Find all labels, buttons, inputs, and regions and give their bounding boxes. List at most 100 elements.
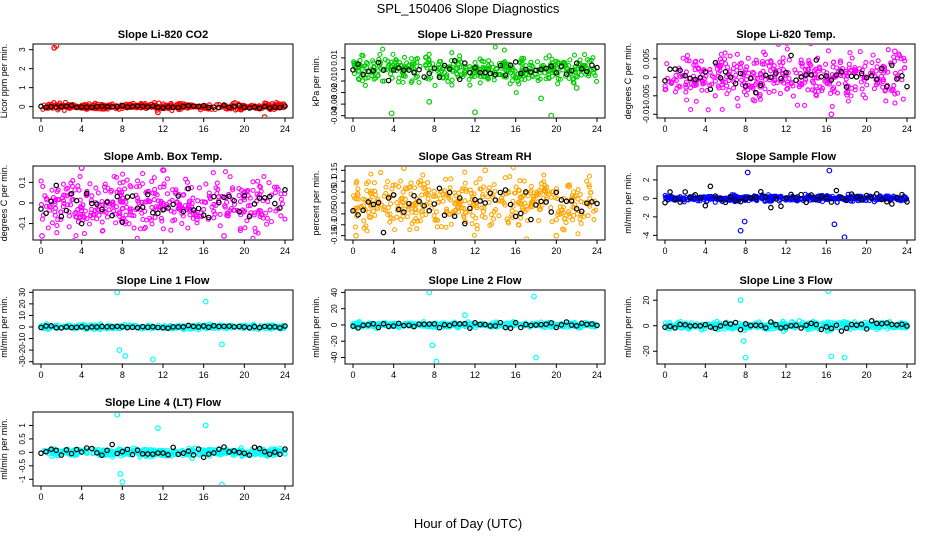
- data-point: [853, 68, 859, 75]
- reference-point: [662, 199, 668, 206]
- data-point: [89, 206, 95, 212]
- reference-point: [73, 446, 80, 453]
- reference-point: [277, 104, 283, 111]
- data-point: [805, 87, 811, 93]
- data-point: [845, 98, 851, 104]
- data-point: [435, 217, 441, 223]
- data-point: [687, 325, 693, 331]
- data-point: [892, 100, 898, 106]
- data-point: [566, 209, 572, 215]
- reference-point: [548, 209, 555, 215]
- reference-point: [441, 212, 448, 219]
- reference-point: [788, 191, 794, 198]
- data-point: [491, 182, 497, 188]
- data-point: [414, 226, 420, 232]
- data-point: [77, 215, 83, 221]
- reference-point: [687, 323, 694, 329]
- data-point: [375, 73, 381, 79]
- reference-point: [863, 326, 870, 332]
- y-tick-label: 20: [642, 295, 651, 304]
- reference-point: [134, 324, 141, 331]
- y-tick-label: -2: [642, 213, 651, 221]
- outlier-point: [116, 347, 123, 354]
- reference-point: [431, 321, 438, 327]
- reference-point: [747, 195, 754, 201]
- reference-point: [702, 321, 709, 328]
- reference-point: [446, 322, 453, 329]
- y-axis-label: kPa per min.: [311, 56, 321, 107]
- data-point: [537, 190, 543, 196]
- data-point: [837, 58, 843, 64]
- data-point: [498, 198, 504, 204]
- data-point: [571, 76, 577, 82]
- data-point: [428, 65, 434, 71]
- reference-point: [828, 77, 835, 83]
- data-point: [448, 221, 454, 227]
- data-point: [75, 183, 81, 189]
- data-point: [874, 64, 880, 70]
- reference-point: [211, 104, 217, 110]
- data-point: [43, 203, 49, 209]
- data-point: [45, 225, 51, 231]
- data-point: [902, 65, 908, 71]
- reference-point: [139, 204, 146, 210]
- outlier-point: [744, 169, 751, 176]
- reference-point: [697, 75, 704, 81]
- x-tick-label: 24: [592, 124, 602, 134]
- data-point: [429, 61, 436, 67]
- reference-point: [487, 70, 494, 77]
- reference-point: [104, 199, 110, 205]
- data-point: [901, 55, 907, 61]
- data-point: [869, 68, 875, 74]
- data-point: [678, 319, 684, 325]
- panel-title: Slope Li-820 Pressure: [418, 29, 533, 41]
- reference-point: [94, 103, 100, 110]
- reference-point: [467, 325, 473, 331]
- reference-point: [523, 189, 529, 195]
- data-point: [765, 324, 772, 330]
- x-tick-label: 24: [902, 246, 912, 256]
- data-point: [149, 221, 155, 227]
- reference-point: [553, 69, 560, 76]
- y-tick-label: -20: [330, 335, 339, 347]
- data-point: [179, 221, 185, 227]
- data-point: [159, 447, 166, 453]
- data-point: [541, 179, 547, 185]
- reference-point: [180, 208, 187, 215]
- reference-point: [757, 188, 764, 195]
- data-point: [409, 78, 415, 84]
- data-point: [385, 178, 391, 185]
- data-point: [849, 55, 855, 61]
- data-point: [445, 78, 451, 84]
- x-tick-label: 16: [821, 124, 831, 134]
- data-point: [383, 190, 389, 196]
- data-point: [230, 187, 236, 193]
- reference-point: [813, 321, 820, 328]
- data-point: [892, 70, 899, 76]
- data-point: [480, 74, 486, 80]
- data-point: [237, 447, 243, 453]
- data-point: [420, 172, 426, 178]
- data-point: [673, 72, 679, 79]
- data-point: [407, 227, 413, 233]
- reference-point: [487, 190, 494, 196]
- data-point: [401, 54, 408, 60]
- outlier-point: [740, 338, 747, 344]
- data-point: [892, 91, 898, 97]
- reference-point: [873, 76, 880, 82]
- reference-point: [528, 69, 534, 75]
- data-point: [53, 205, 59, 211]
- reference-point: [717, 196, 724, 202]
- data-point: [151, 175, 157, 181]
- data-point: [206, 190, 212, 196]
- data-point: [871, 199, 877, 205]
- reference-point: [563, 198, 570, 205]
- data-point: [824, 321, 830, 327]
- reference-point: [38, 450, 44, 457]
- x-tick-label: 0: [38, 124, 43, 134]
- reference-point: [548, 63, 555, 69]
- reference-point: [124, 104, 131, 110]
- reference-point: [58, 325, 65, 331]
